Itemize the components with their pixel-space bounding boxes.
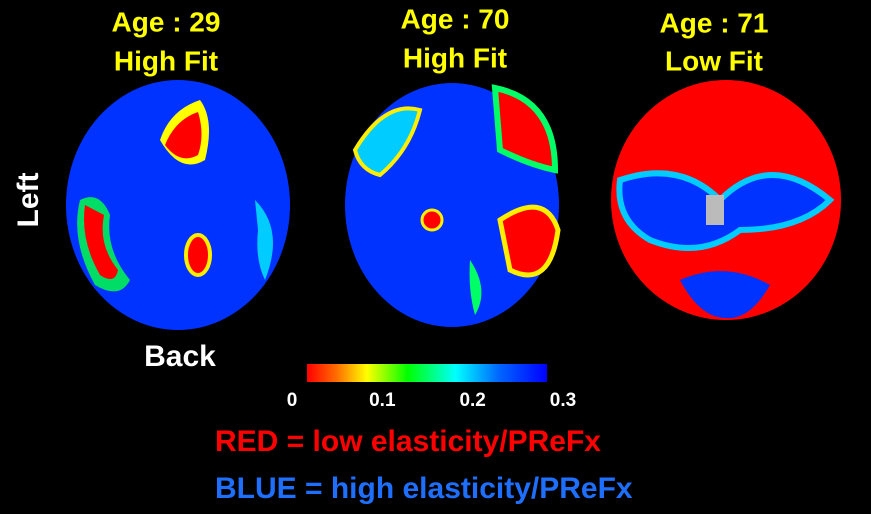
- brain-1: [66, 80, 290, 330]
- brain-3: [611, 80, 841, 320]
- panel-fitness: Low Fit: [665, 45, 763, 76]
- legend-red: RED = low elasticity/PReFx: [215, 425, 601, 458]
- colorbar-ticks: 0 0.1 0.2 0.3: [287, 390, 577, 411]
- colorbar-tick-label: 0.2: [459, 390, 485, 411]
- brain-2: [345, 83, 561, 327]
- panel-age: Age : 70: [401, 3, 510, 34]
- colorbar-tick-label: 0.1: [369, 390, 396, 411]
- colorbar-tick-label: 0.3: [550, 390, 576, 411]
- panel-fitness: High Fit: [114, 45, 218, 76]
- colorbar: [307, 364, 547, 382]
- legend-blue: BLUE = high elasticity/PReFx: [215, 472, 633, 505]
- panel-age: Age : 71: [660, 7, 769, 38]
- panel-fitness: High Fit: [403, 42, 507, 73]
- colorbar-tick-label: 0: [287, 390, 298, 411]
- bottom-label: Back: [144, 340, 216, 373]
- side-label: Left: [12, 173, 45, 228]
- panel-age: Age : 29: [112, 6, 221, 37]
